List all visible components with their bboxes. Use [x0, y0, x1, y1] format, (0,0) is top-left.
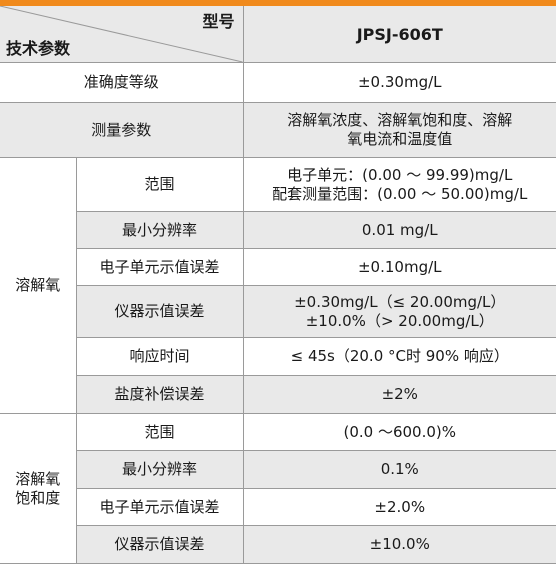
do-row-value: 0.01 mg/L: [242, 211, 556, 249]
table-row: 准确度等级 ±0.30mg/L: [0, 62, 556, 103]
params-header-label: 技术参数: [6, 39, 71, 58]
model-header-label: 型号: [202, 12, 235, 31]
do-row-value: 电子单元：(0.00 ～ 99.99)mg/L 配套测量范围：(0.00 ～ 5…: [242, 157, 556, 212]
table-row: 溶解氧 范围 电子单元：(0.00 ～ 99.99)mg/L 配套测量范围：(0…: [0, 157, 556, 414]
table-row: 最小分辨率 0.1%: [0, 450, 556, 489]
table-row: 溶解氧 饱和度 范围 (0.0 ～600.0)%: [0, 413, 556, 564]
table-row: 测量参数 溶解氧浓度、溶解氧饱和度、溶解 氧电流和温度值: [0, 102, 556, 158]
sat-row-value: ±2.0%: [242, 488, 556, 526]
do-row-label: 电子单元示值误差: [75, 248, 244, 286]
group-label-line: 溶解氧: [15, 469, 61, 488]
model-value: JPSJ-606T: [242, 6, 556, 63]
sat-row-value: ±10.0%: [242, 525, 556, 564]
spec-table: 型号 技术参数 JPSJ-606T 准确度等级 ±0.30mg/L 测量参数 溶…: [0, 6, 556, 564]
sat-row-value: (0.0 ～600.0)%: [242, 413, 556, 451]
measure-value-line1: 溶解氧浓度、溶解氧饱和度、溶解: [287, 111, 513, 129]
do-row-label: 响应时间: [75, 337, 244, 376]
accuracy-label: 准确度等级: [0, 62, 244, 103]
table-row: 最小分辨率 0.01 mg/L: [0, 211, 556, 249]
do-row-value: ±0.10mg/L: [242, 248, 556, 286]
sat-row-label: 最小分辨率: [75, 450, 244, 489]
sat-row-label: 仪器示值误差: [75, 525, 244, 564]
do-row-value: ≤ 45s（20.0 °C时 90% 响应）: [242, 337, 556, 376]
measure-value: 溶解氧浓度、溶解氧饱和度、溶解 氧电流和温度值: [242, 102, 556, 158]
do-row-label: 最小分辨率: [75, 211, 244, 249]
header-diagonal-cell: 型号 技术参数: [0, 6, 244, 63]
table-row: 仪器示值误差 ±0.30mg/L（≤ 20.00mg/L） ±10.0%（> 2…: [0, 285, 556, 338]
do-row-value: ±0.30mg/L（≤ 20.00mg/L） ±10.0%（> 20.00mg/…: [242, 285, 556, 338]
do-row-label: 盐度补偿误差: [75, 375, 244, 414]
measure-value-line2: 氧电流和温度值: [347, 130, 453, 148]
value-line: 电子单元：(0.00 ～ 99.99)mg/L: [287, 165, 513, 184]
do-row-label: 范围: [75, 157, 244, 212]
table-row: 盐度补偿误差 ±2%: [0, 375, 556, 414]
do-row-value: ±2%: [242, 375, 556, 414]
accuracy-value: ±0.30mg/L: [242, 62, 556, 103]
group-label-saturation: 溶解氧 饱和度: [0, 413, 77, 564]
table-row: 仪器示值误差 ±10.0%: [0, 525, 556, 564]
sat-row-value: 0.1%: [242, 450, 556, 489]
value-line: ±10.0%（> 20.00mg/L）: [305, 311, 494, 330]
measure-label: 测量参数: [0, 102, 244, 158]
top-accent-bar: [0, 0, 556, 6]
group-label-line: 饱和度: [15, 488, 61, 507]
value-line: ±0.30mg/L（≤ 20.00mg/L）: [294, 292, 506, 311]
sat-row-label: 电子单元示值误差: [75, 488, 244, 526]
group-label-do: 溶解氧: [0, 157, 77, 414]
table-row: 电子单元示值误差 ±0.10mg/L: [0, 248, 556, 286]
sat-row-label: 范围: [75, 413, 244, 451]
table-row: 响应时间 ≤ 45s（20.0 °C时 90% 响应）: [0, 337, 556, 376]
do-row-label: 仪器示值误差: [75, 285, 244, 338]
table-header-row: 型号 技术参数 JPSJ-606T: [0, 6, 556, 63]
diagonal-divider: [0, 6, 243, 62]
value-line: 配套测量范围：(0.00 ～ 50.00)mg/L: [272, 184, 528, 203]
table-row: 电子单元示值误差 ±2.0%: [0, 488, 556, 526]
